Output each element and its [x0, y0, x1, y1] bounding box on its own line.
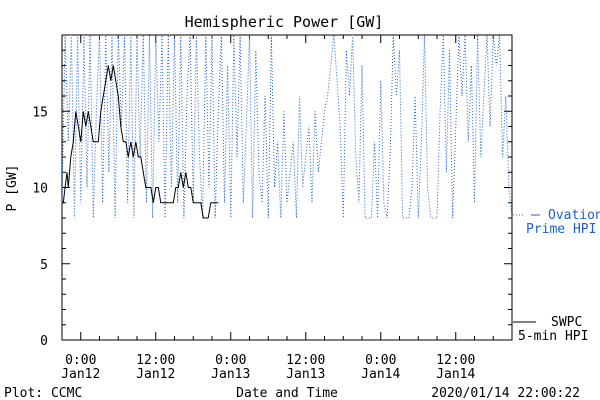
x-tick-label-time: 12:00	[136, 353, 175, 368]
legend-ovation-line2: Prime HPI	[526, 222, 596, 237]
y-tick-label: 0	[40, 334, 48, 349]
legend-swpc-line1: SWPC	[551, 315, 582, 330]
x-tick-label-time: 12:00	[436, 353, 475, 368]
footer-timestamp: 2020/01/14 22:00:22	[431, 386, 580, 400]
x-axis: 0:00Jan1212:00Jan120:00Jan1312:00Jan130:…	[61, 35, 513, 382]
y-axis: 0 5 10 15	[32, 34, 512, 349]
y-axis-label: P [GW]	[5, 165, 20, 212]
x-tick-label-time: 0:00	[365, 353, 396, 368]
legend: Ovation Prime HPI SWPC 5-min HPI	[513, 208, 600, 344]
x-tick-label-time: 0:00	[215, 353, 246, 368]
x-tick-label-date: Jan12	[61, 367, 100, 382]
plot-frame	[61, 34, 513, 341]
y-tick-label: 5	[40, 258, 48, 273]
footer-plot-source: Plot: CCMC	[4, 386, 82, 400]
series-swpc-line	[62, 65, 219, 219]
x-tick-label-date: Jan13	[286, 367, 325, 382]
x-axis-label: Date and Time	[236, 386, 338, 400]
series-ovation-line	[61, 34, 513, 219]
x-tick-label-date: Jan14	[436, 367, 475, 382]
series-lines	[61, 34, 513, 219]
y-tick-label: 10	[32, 182, 48, 197]
y-tick-label: 15	[32, 105, 48, 120]
x-tick-label-date: Jan13	[211, 367, 250, 382]
x-tick-label-date: Jan12	[136, 367, 175, 382]
x-tick-label-date: Jan14	[361, 367, 400, 382]
legend-swpc-line2: 5-min HPI	[518, 329, 588, 344]
x-tick-label-time: 12:00	[286, 353, 325, 368]
x-tick-label-time: 0:00	[65, 353, 96, 368]
legend-ovation-line1: Ovation	[548, 208, 600, 223]
chart-title: Hemispheric Power [GW]	[185, 13, 384, 31]
